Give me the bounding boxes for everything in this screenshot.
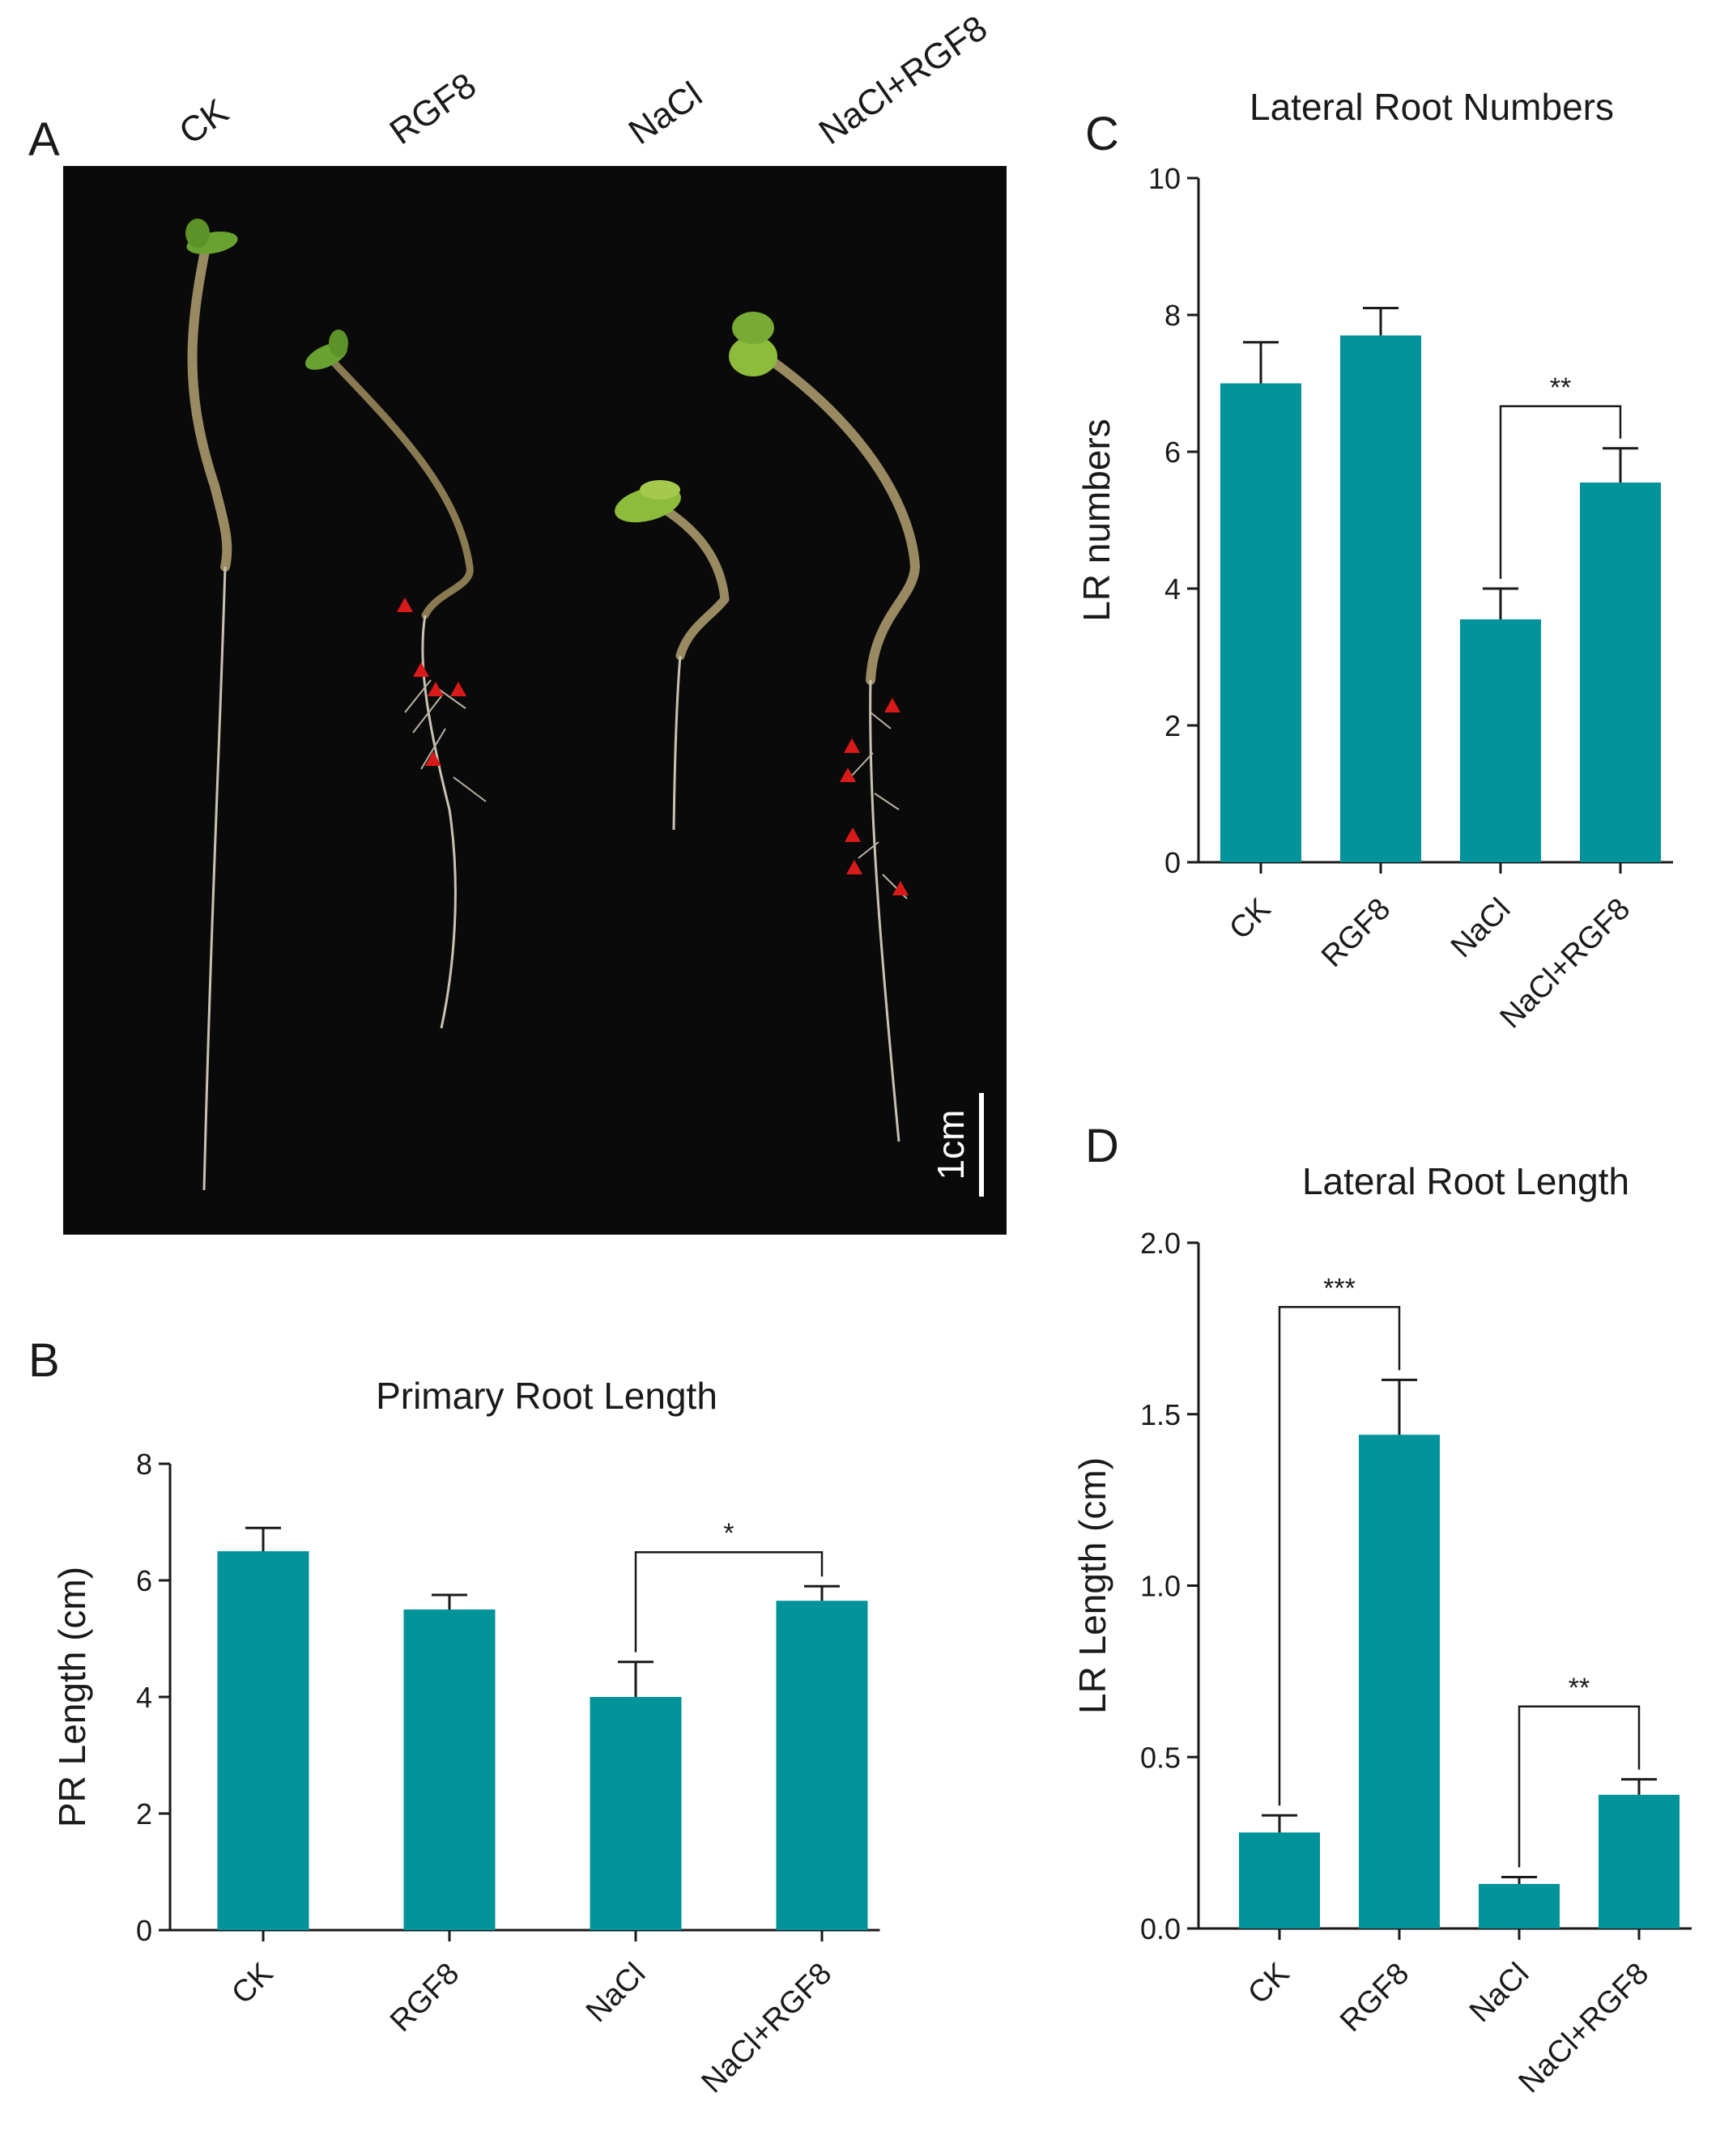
- chart-b-title: Primary Root Length: [376, 1375, 717, 1417]
- chart-b-category-label-3: NaCl+RGF8: [696, 1957, 839, 2100]
- chart-c-ytick-label-5: 10: [1148, 162, 1181, 195]
- chart-c-bar-2: [1460, 619, 1541, 862]
- chart-b-ytick-label-2: 4: [136, 1681, 152, 1714]
- chart-b-ytick-label-3: 6: [136, 1564, 152, 1597]
- photo-background: [63, 166, 1007, 1235]
- chart-d-category-label-1: RGF8: [1334, 1957, 1416, 2039]
- lateral-root-marker-10: [892, 881, 909, 895]
- chart-c-ytick-label-1: 2: [1164, 709, 1181, 742]
- lateral-root-marker-4: [425, 751, 441, 766]
- lateral-root-marker-8: [845, 827, 861, 842]
- seedling-nacl-root: [672, 655, 682, 831]
- scale-bar-label: 1cm: [930, 1110, 972, 1180]
- chart-b-bar-3: [776, 1601, 868, 1930]
- photo-column-label-nacl-rgf8: NaCl+RGF8: [812, 8, 994, 152]
- chart-b-category-label-2: NaCl: [580, 1957, 652, 2029]
- seedling-nacl-rgf8-lateral-roots: [849, 712, 908, 899]
- chart-d-ytick-label-0: 0.0: [1140, 1912, 1181, 1946]
- lateral-root-marker-9: [846, 860, 862, 874]
- seedling-nacl-rgf8: [729, 312, 921, 1142]
- seedling-rgf8-hypocotyl: [324, 352, 474, 619]
- chart-b-ylabel: PR Length (cm): [51, 1567, 93, 1827]
- chart-d-title: Lateral Root Length: [1302, 1160, 1629, 1202]
- panel-label-b: B: [28, 1334, 60, 1387]
- chart-d-bar-1: [1359, 1435, 1440, 1928]
- chart-d-significance-bracket-0: [1278, 1306, 1401, 1806]
- seedling-nacl-hypocotyl: [647, 497, 730, 661]
- lateral-root-marker-1: [413, 662, 429, 677]
- seedling-nacl: [615, 480, 730, 831]
- chart-b-ytick-label-1: 2: [136, 1797, 152, 1831]
- chart-c-ytick-label-0: 0: [1164, 846, 1181, 879]
- chart-d-ytick-label-2: 1.0: [1140, 1570, 1181, 1603]
- chart-b-category-label-0: CK: [225, 1957, 279, 2011]
- chart-primary-root-length: Primary Root Length PR Length (cm) 0 2 4 6 8 CK…: [51, 1375, 880, 2099]
- chart-c-category-label-1: RGF8: [1315, 892, 1397, 974]
- chart-b-bar-2: [590, 1697, 682, 1930]
- seedling-nacl-cotyledon-2: [640, 480, 680, 500]
- chart-lateral-root-numbers: Lateral Root Numbers LR numbers 0 2 4 6 8 10 CK R…: [1075, 86, 1673, 1035]
- chart-c-category-label-3: NaCl+RGF8: [1494, 892, 1637, 1035]
- chart-d-category-label-3: NaCl+RGF8: [1513, 1957, 1656, 2100]
- panel-label-a: A: [28, 113, 60, 166]
- chart-d-significance-bracket-1: [1518, 1705, 1641, 1868]
- seedling-rgf8-lateral-roots: [404, 679, 487, 802]
- chart-c-significance-label-0: **: [1550, 372, 1571, 403]
- chart-b-bar-1: [403, 1610, 496, 1930]
- panel-label-d: D: [1085, 1120, 1119, 1172]
- chart-d-ytick-label-3: 1.5: [1140, 1398, 1181, 1431]
- chart-b-ytick-label-0: 0: [136, 1914, 152, 1947]
- chart-c-significance-bracket-0: [1499, 405, 1622, 579]
- chart-d-category-label-0: CK: [1241, 1957, 1296, 2011]
- photo-column-label-ck: CK: [172, 91, 236, 152]
- chart-lateral-root-length: Lateral Root Length LR Length (cm) 0.0 0.5 1…: [1071, 1160, 1692, 2099]
- seedling-ck-root: [202, 566, 227, 1191]
- chart-d-ytick-label-4: 2.0: [1140, 1227, 1181, 1260]
- lateral-root-markers: [397, 597, 909, 895]
- chart-c-bar-1: [1340, 335, 1421, 863]
- seedling-nacl-rgf8-cotyledon-2: [732, 312, 774, 344]
- lateral-root-marker-3: [450, 682, 466, 696]
- chart-b-ytick-label-4: 8: [136, 1448, 152, 1481]
- lateral-root-marker-6: [844, 738, 860, 753]
- chart-d-bar-3: [1599, 1794, 1680, 1928]
- chart-d-category-label-2: NaCl: [1463, 1957, 1535, 2029]
- chart-c-bar-3: [1580, 483, 1661, 862]
- seedling-ck: [185, 219, 238, 1191]
- chart-c-ylabel: LR numbers: [1075, 419, 1118, 622]
- chart-c-title: Lateral Root Numbers: [1250, 86, 1614, 128]
- chart-c-bar-0: [1220, 383, 1301, 862]
- seedling-rgf8-cotyledon-2: [329, 330, 348, 357]
- seedling-ck-cotyledon-2: [185, 219, 210, 248]
- chart-c-ytick-label-2: 4: [1164, 572, 1181, 606]
- chart-d-significance-label-1: **: [1569, 1673, 1590, 1703]
- chart-b-bar-0: [217, 1551, 309, 1930]
- chart-b-category-label-1: RGF8: [384, 1957, 466, 2039]
- chart-c-ytick-label-4: 8: [1164, 299, 1181, 332]
- lateral-root-marker-0: [397, 597, 413, 612]
- seedling-nacl-rgf8-hypocotyl: [760, 351, 921, 685]
- chart-c-category-label-0: CK: [1223, 892, 1277, 946]
- chart-b-significance-label-0: *: [723, 1518, 734, 1549]
- chart-c-category-label-2: NaCl: [1445, 892, 1517, 964]
- photo-column-label-nacl: NaCl: [622, 74, 709, 152]
- lateral-root-marker-5: [884, 698, 900, 712]
- lateral-root-marker-2: [428, 682, 444, 696]
- chart-d-bar-2: [1479, 1883, 1560, 1928]
- photo-column-label-rgf8: RGF8: [383, 66, 483, 152]
- chart-d-ylabel: LR Length (cm): [1071, 1457, 1113, 1714]
- chart-d-bar-0: [1239, 1832, 1320, 1928]
- chart-d-ytick-label-1: 0.5: [1140, 1741, 1181, 1774]
- seedling-nacl-rgf8-root: [869, 679, 900, 1142]
- seedling-ck-hypocotyl: [187, 238, 232, 572]
- panel-label-c: C: [1085, 108, 1119, 160]
- chart-d-significance-label-0: ***: [1323, 1273, 1356, 1303]
- chart-c-ytick-label-3: 6: [1164, 436, 1181, 469]
- chart-b-significance-bracket-0: [634, 1550, 824, 1652]
- seedling-nacl-rgf8-cotyledon: [729, 336, 777, 376]
- lateral-root-marker-7: [840, 768, 856, 782]
- panel-a: A CK RGF8 NaCl NaCl+RGF8: [28, 8, 1007, 1235]
